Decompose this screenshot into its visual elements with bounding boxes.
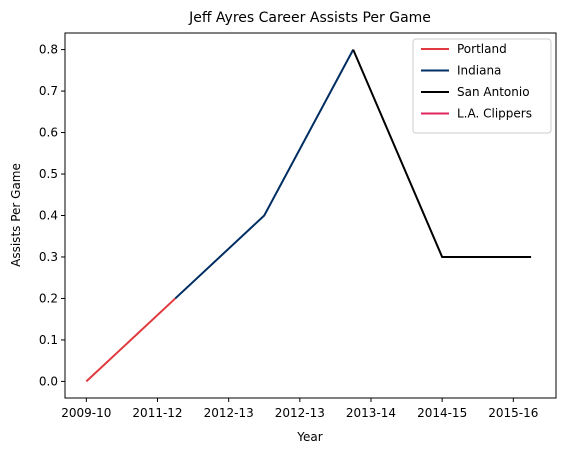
x-axis-label: Year — [296, 430, 322, 444]
legend-label: San Antonio — [457, 85, 530, 99]
y-tick-label: 0.6 — [39, 126, 58, 140]
legend-label: L.A. Clippers — [457, 107, 532, 121]
y-tick-label: 0.4 — [39, 209, 58, 223]
legend-label: Indiana — [457, 64, 501, 78]
y-tick-label: 0.8 — [39, 43, 58, 57]
y-tick-label: 0.0 — [39, 374, 58, 388]
x-tick-label: 2009-10 — [61, 406, 111, 420]
legend: Portland Indiana San Antonio L.A. Clippers — [412, 38, 552, 134]
x-tick-label: 2015-16 — [488, 406, 538, 420]
y-axis-label: Assists Per Game — [9, 163, 23, 267]
legend-label: Portland — [457, 42, 507, 56]
x-tick-label: 2013-14 — [346, 406, 396, 420]
legend-box — [412, 38, 552, 134]
x-tick-label: 2011-12 — [132, 406, 182, 420]
x-tick-label: 2012-13 — [204, 406, 254, 420]
x-axis: 2009-10 2011-12 2012-13 2012-13 2013-14 2014-… — [61, 398, 538, 420]
y-tick-label: 0.1 — [39, 333, 58, 347]
y-tick-label: 0.3 — [39, 250, 58, 264]
series-lines — [85, 49, 532, 383]
y-tick-label: 0.7 — [39, 84, 58, 98]
series-line-portland — [85, 297, 176, 383]
x-tick-label: 2012-13 — [275, 406, 325, 420]
y-tick-label: 0.5 — [39, 167, 58, 181]
series-line-indiana — [174, 49, 355, 300]
y-axis: 0.0 0.1 0.2 0.3 0.4 0.5 0.6 0.7 0.8 — [39, 43, 65, 388]
y-tick-label: 0.2 — [39, 291, 58, 305]
chart-title: Jeff Ayres Career Assists Per Game — [188, 10, 431, 26]
x-tick-label: 2014-15 — [417, 406, 467, 420]
series-line-san-antonio — [352, 49, 532, 258]
